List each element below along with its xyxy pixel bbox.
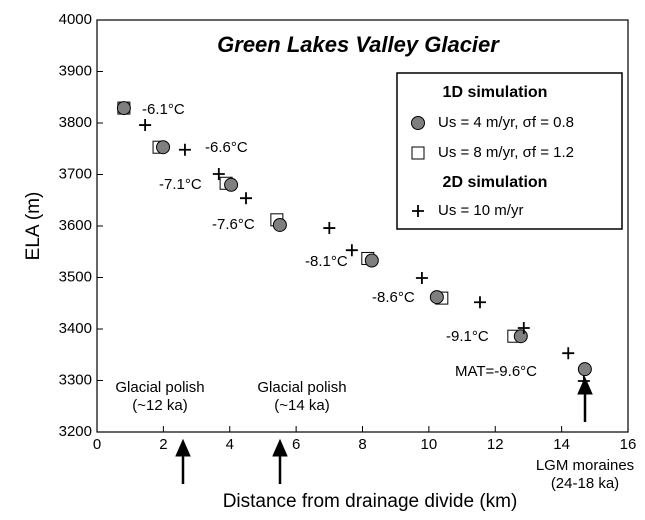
square-marker	[411, 146, 425, 160]
arrow-label: LGM moraines	[536, 457, 634, 474]
legend-label: Us = 10 m/yr	[438, 202, 523, 219]
circle-marker	[116, 101, 131, 116]
temperature-annotation: -8.1°C	[305, 253, 348, 270]
y-tick-label: 3200	[59, 423, 92, 440]
temperature-annotation: -6.6°C	[205, 139, 248, 156]
chart-title: Green Lakes Valley Glacier	[217, 32, 500, 57]
circle-marker	[364, 253, 379, 268]
circle-marker	[411, 116, 425, 130]
x-axis-label: Distance from drainage divide (km)	[223, 491, 518, 512]
temperature-annotation: -6.1°C	[142, 101, 185, 118]
legend-box	[396, 72, 623, 230]
plus-marker	[240, 192, 253, 205]
plus-marker	[415, 272, 428, 285]
x-tick-label: 16	[620, 436, 637, 453]
circle-marker	[429, 290, 444, 305]
y-tick-label: 3700	[59, 165, 92, 182]
plus-marker	[562, 347, 575, 360]
x-tick-label: 0	[93, 436, 101, 453]
circle-marker	[272, 217, 287, 232]
plus-marker	[517, 321, 530, 334]
y-tick-label: 4000	[59, 11, 92, 28]
temperature-annotation: MAT=-9.6°C	[455, 363, 537, 380]
x-tick-label: 10	[421, 436, 438, 453]
plus-marker	[412, 205, 424, 217]
plus-marker	[473, 296, 486, 309]
legend-title: 2D simulation	[443, 174, 548, 191]
x-tick-label: 6	[292, 436, 300, 453]
y-tick-label: 3400	[59, 320, 92, 337]
y-axis-label: ELA (m)	[23, 192, 44, 261]
arrow-label: (24-18 ka)	[551, 475, 619, 492]
arrow-label: (~14 ka)	[274, 397, 329, 414]
arrow-label: Glacial polish	[257, 379, 346, 396]
x-tick-label: 12	[487, 436, 504, 453]
y-tick-label: 3300	[59, 371, 92, 388]
plus-marker	[577, 375, 590, 388]
plus-marker	[212, 167, 225, 180]
y-tick-label: 3800	[59, 114, 92, 131]
circle-marker	[224, 177, 239, 192]
temperature-annotation: -9.1°C	[446, 328, 489, 345]
circle-marker	[156, 140, 171, 155]
y-tick-label: 3500	[59, 268, 92, 285]
legend-label: Us = 4 m/yr, σf = 0.8	[438, 114, 574, 131]
x-tick-label: 8	[358, 436, 366, 453]
x-tick-label: 4	[226, 436, 234, 453]
arrow-label: (~12 ka)	[132, 397, 187, 414]
legend-label: Us = 8 m/yr, σf = 1.2	[438, 144, 574, 161]
plus-marker	[139, 119, 152, 132]
circle-marker	[513, 329, 528, 344]
y-tick-label: 3900	[59, 62, 92, 79]
temperature-annotation: -7.6°C	[212, 216, 255, 233]
temperature-annotation: -7.1°C	[159, 176, 202, 193]
x-tick-label: 14	[553, 436, 570, 453]
plus-marker	[345, 244, 358, 257]
arrows	[175, 376, 593, 484]
plus-marker	[178, 143, 191, 156]
temperature-annotation: -8.6°C	[372, 289, 415, 306]
x-tick-label: 2	[159, 436, 167, 453]
circle-marker	[577, 362, 592, 377]
y-tick-label: 3600	[59, 217, 92, 234]
legend-title: 1D simulation	[443, 84, 548, 101]
plus-marker	[323, 222, 336, 235]
arrow-label: Glacial polish	[115, 379, 204, 396]
